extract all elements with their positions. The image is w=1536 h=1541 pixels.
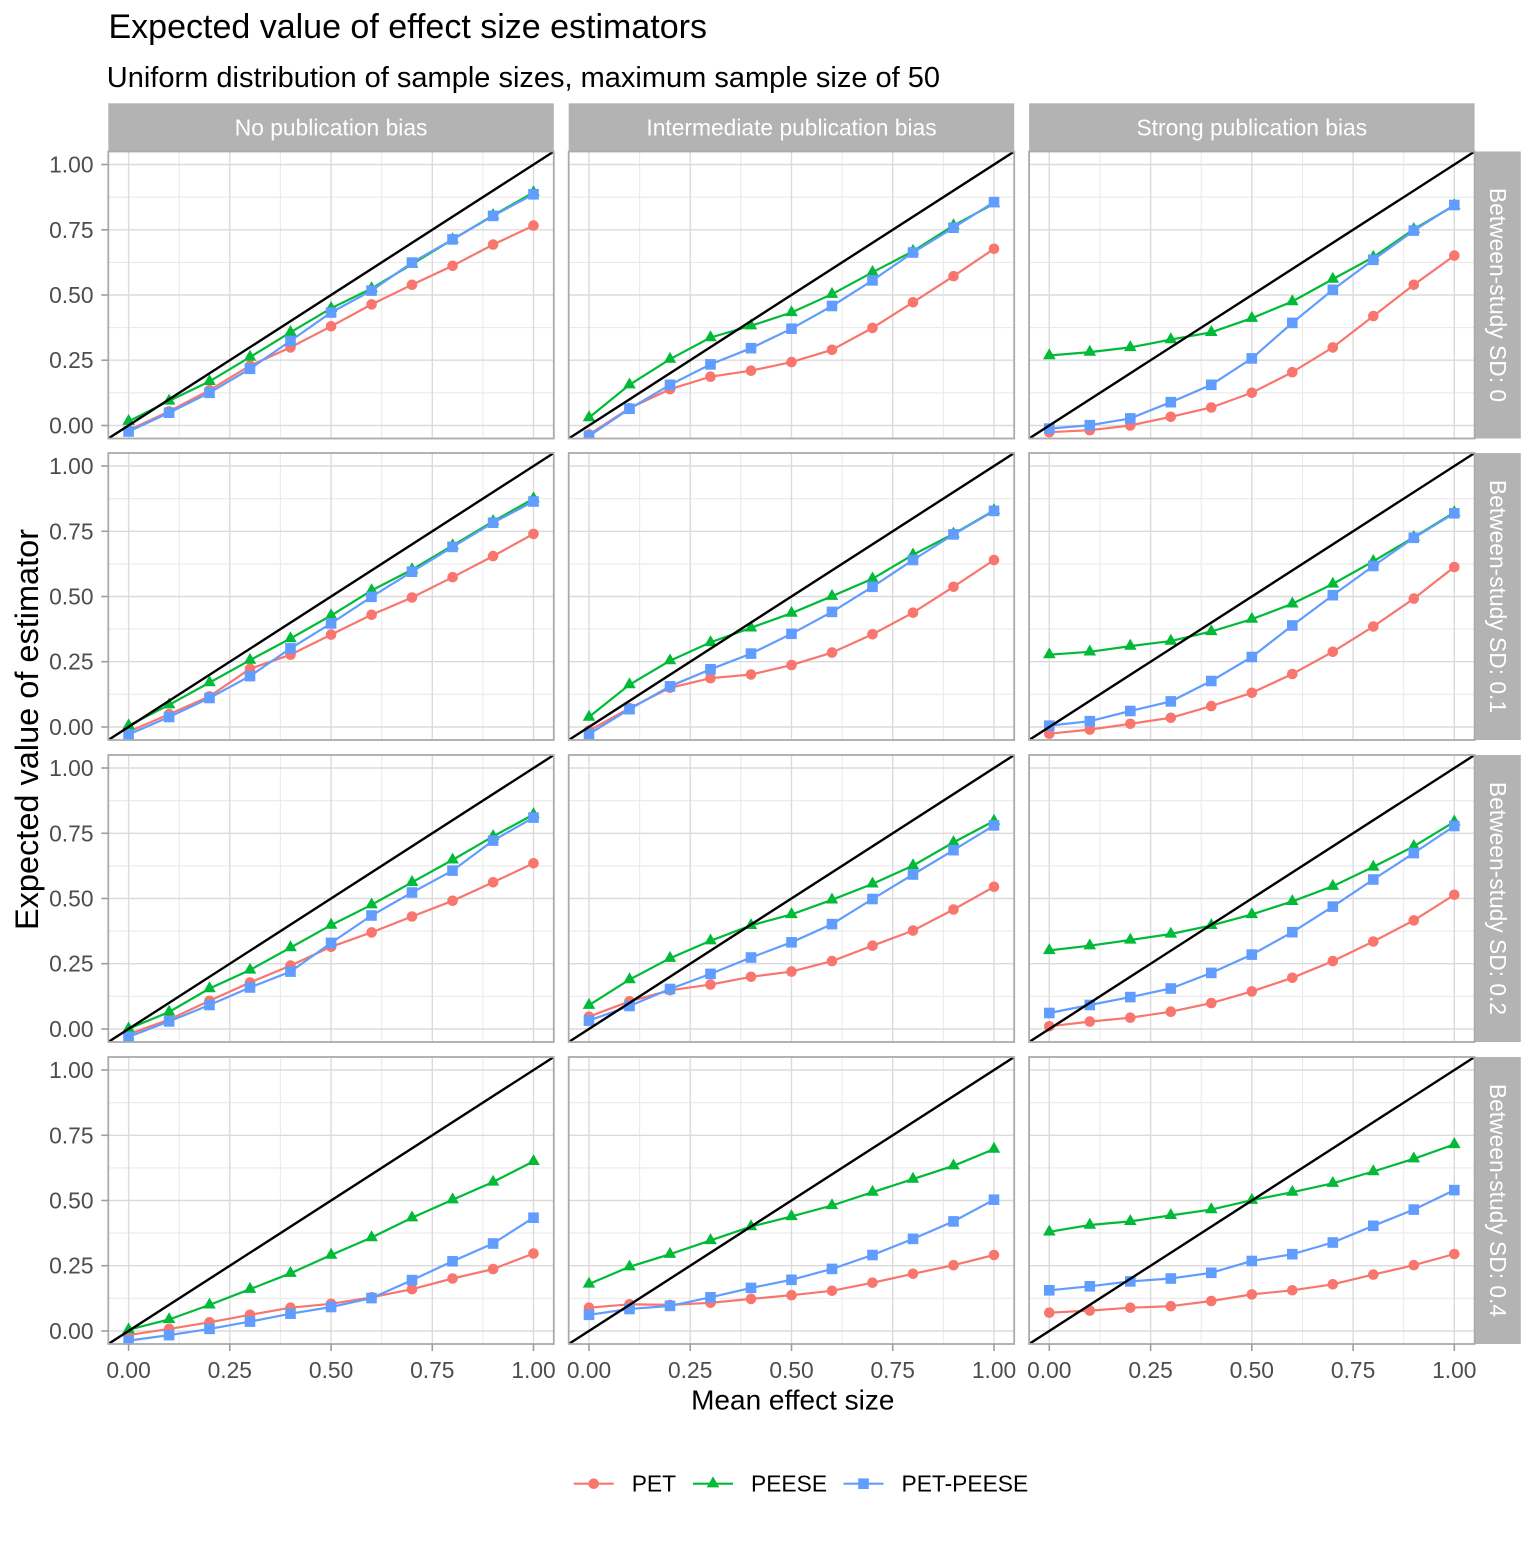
svg-text:0.50: 0.50: [49, 886, 93, 912]
svg-text:0.00: 0.00: [49, 1318, 93, 1344]
svg-text:0.00: 0.00: [49, 714, 93, 740]
svg-text:PET-PEESE: PET-PEESE: [902, 1471, 1029, 1497]
svg-text:Between-study SD: 0.4: Between-study SD: 0.4: [1485, 1084, 1511, 1317]
svg-text:PEESE: PEESE: [751, 1471, 827, 1497]
svg-text:0.75: 0.75: [871, 1357, 915, 1383]
svg-text:Between-study SD: 0.1: Between-study SD: 0.1: [1485, 480, 1511, 713]
svg-text:Mean effect size: Mean effect size: [691, 1385, 894, 1416]
svg-text:PET: PET: [632, 1471, 676, 1497]
svg-text:Between-study SD: 0.2: Between-study SD: 0.2: [1485, 782, 1511, 1015]
svg-text:0.50: 0.50: [1230, 1357, 1274, 1383]
svg-text:0.25: 0.25: [668, 1357, 712, 1383]
svg-text:Strong publication bias: Strong publication bias: [1136, 114, 1367, 140]
svg-text:0.00: 0.00: [1027, 1357, 1071, 1383]
svg-text:Expected value of effect size: Expected value of effect size estimators: [109, 8, 707, 46]
svg-text:1.00: 1.00: [1432, 1357, 1476, 1383]
svg-text:Between-study SD: 0: Between-study SD: 0: [1485, 188, 1511, 402]
svg-text:0.50: 0.50: [49, 584, 93, 610]
svg-text:Intermediate publication bias: Intermediate publication bias: [646, 114, 936, 140]
svg-text:Expected value of estimator: Expected value of estimator: [9, 529, 45, 930]
svg-text:0.25: 0.25: [49, 347, 93, 373]
svg-text:0.00: 0.00: [106, 1357, 150, 1383]
svg-text:0.75: 0.75: [49, 1122, 93, 1148]
svg-text:0.00: 0.00: [49, 413, 93, 439]
svg-text:1.00: 1.00: [511, 1357, 555, 1383]
svg-text:0.50: 0.50: [49, 282, 93, 308]
svg-text:0.75: 0.75: [49, 518, 93, 544]
svg-text:0.25: 0.25: [1128, 1357, 1172, 1383]
svg-text:0.50: 0.50: [49, 1188, 93, 1214]
svg-text:1.00: 1.00: [49, 1057, 93, 1083]
svg-text:0.00: 0.00: [49, 1016, 93, 1042]
svg-text:0.25: 0.25: [208, 1357, 252, 1383]
svg-text:0.75: 0.75: [49, 217, 93, 243]
svg-text:0.75: 0.75: [1331, 1357, 1375, 1383]
svg-text:1.00: 1.00: [972, 1357, 1016, 1383]
svg-text:0.50: 0.50: [769, 1357, 813, 1383]
svg-text:0.50: 0.50: [309, 1357, 353, 1383]
svg-text:1.00: 1.00: [49, 755, 93, 781]
svg-text:0.00: 0.00: [567, 1357, 611, 1383]
svg-text:0.25: 0.25: [49, 951, 93, 977]
svg-text:0.75: 0.75: [410, 1357, 454, 1383]
svg-text:0.25: 0.25: [49, 1253, 93, 1279]
svg-text:1.00: 1.00: [49, 453, 93, 479]
svg-text:0.25: 0.25: [49, 649, 93, 675]
svg-text:Uniform distribution of sample: Uniform distribution of sample sizes, ma…: [107, 62, 940, 94]
svg-text:1.00: 1.00: [49, 152, 93, 178]
svg-text:No publication bias: No publication bias: [235, 114, 428, 140]
svg-text:0.75: 0.75: [49, 820, 93, 846]
